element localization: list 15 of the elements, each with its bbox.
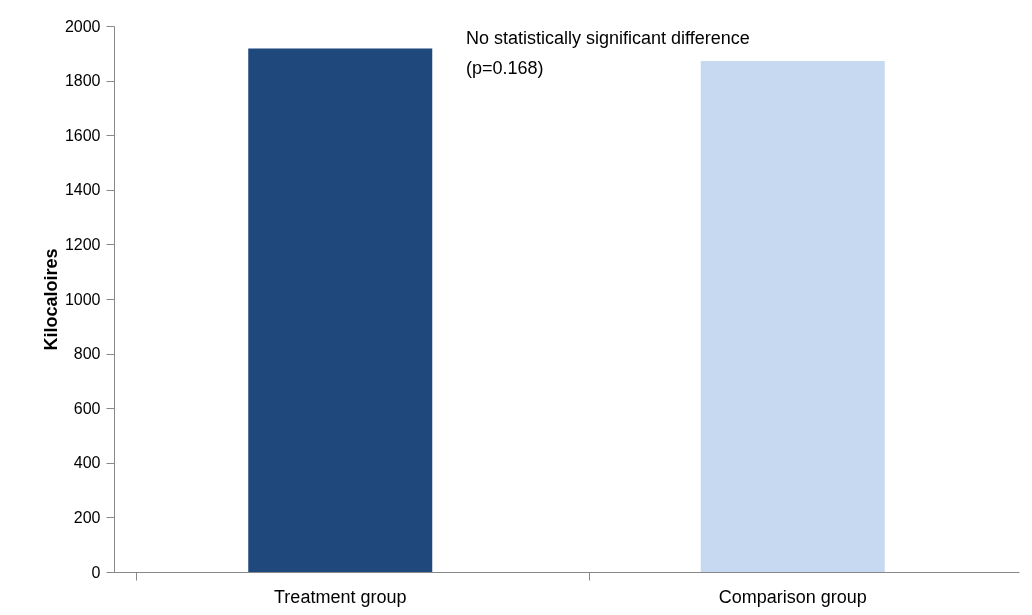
x-tick-label: Treatment group [274,586,407,607]
y-tick-label: 1200 [64,235,101,253]
y-tick-label: 800 [73,345,101,363]
y-tick-label: 1000 [64,290,101,308]
y-tick-label: 1600 [64,126,101,144]
y-tick-label: 200 [73,508,101,526]
x-tick-label: Comparison group [718,586,867,607]
y-tick-label: 600 [73,399,101,417]
y-tick-label: 1800 [64,72,101,90]
y-tick-label: 0 [91,563,101,581]
annotation: No statistically significant difference (p=0.168) [466,28,750,78]
y-tick-label: 1400 [64,181,101,199]
y-tick-label: 2000 [64,17,101,35]
y-tick-label: 400 [73,454,101,472]
y-axis-title: Kilocaloires [40,248,61,351]
